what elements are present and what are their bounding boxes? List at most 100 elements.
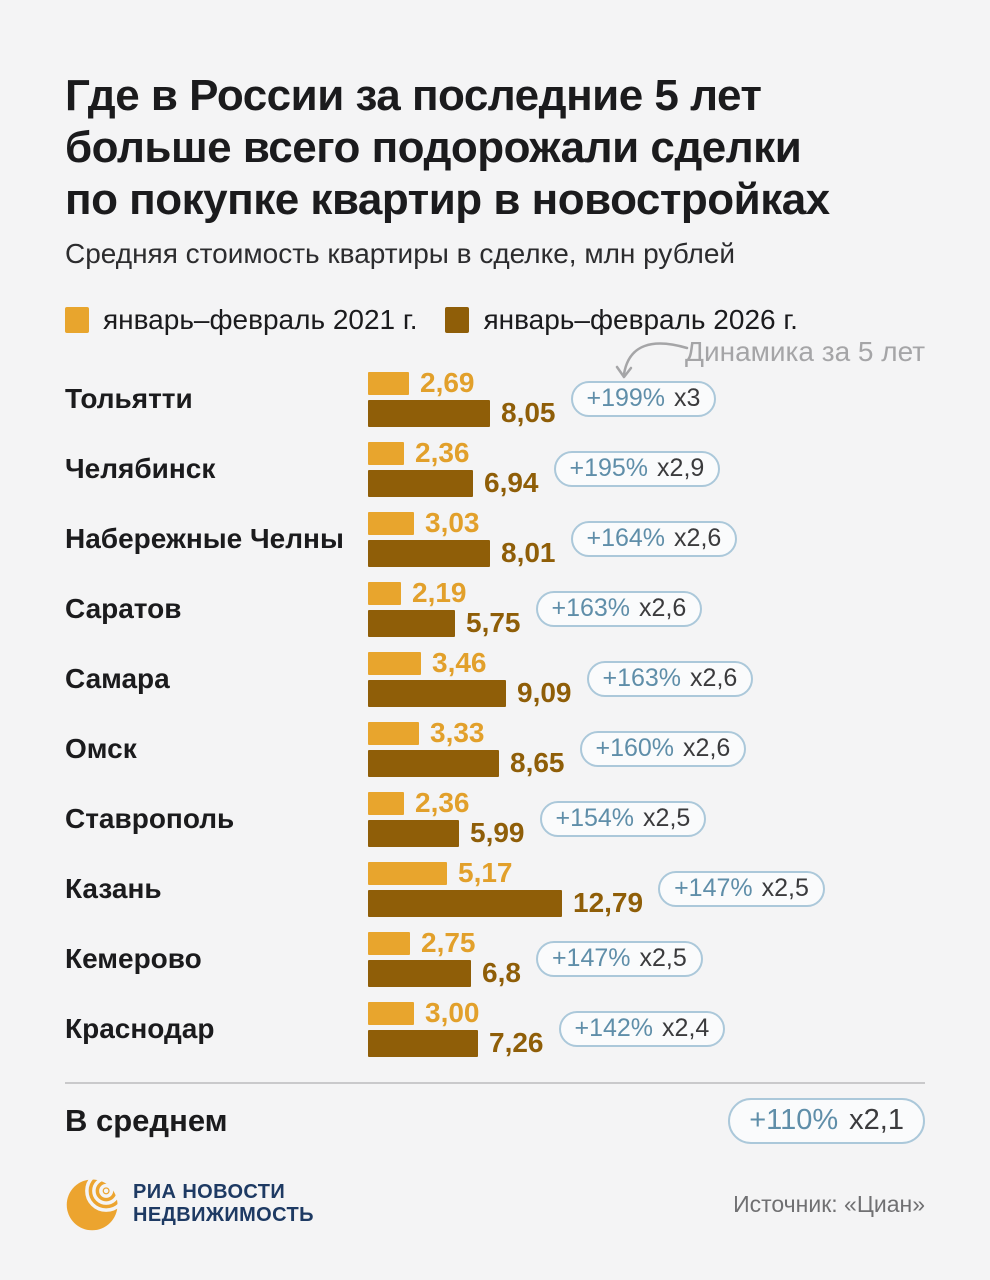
dynamics-badge-multiplier: x2,6 <box>683 734 731 762</box>
row-bars: 2,19 5,75 +163% x2,6 <box>368 577 925 638</box>
bar-line-2026: 7,26 +142% x2,4 <box>368 1011 925 1058</box>
bar-2026-value: 8,05 <box>501 397 556 428</box>
bar-2026-value: 8,65 <box>510 747 565 778</box>
bar-2026 <box>368 539 490 567</box>
chart-row: Омск 3,33 8,65 +160% x2,6 <box>65 714 925 784</box>
dynamics-badge: +142% x2,4 <box>558 1011 726 1047</box>
bar-2026-value: 7,26 <box>489 1027 544 1058</box>
bar-line-2021: 3,46 <box>368 647 925 678</box>
ria-logo-line-2: НЕДВИЖИМОСТЬ <box>133 1204 314 1226</box>
row-bars: 3,03 8,01 +164% x2,6 <box>368 507 925 568</box>
dynamics-badge: +164% x2,6 <box>570 521 738 557</box>
dynamics-badge-multiplier: x2,6 <box>639 594 687 622</box>
bar-line-2026: 6,94 +195% x2,9 <box>368 451 925 498</box>
row-bars: 5,17 12,79 +147% x2,5 <box>368 857 925 918</box>
chart-row: Тольятти 2,69 8,05 +199% x3 <box>65 364 925 434</box>
bar-2021 <box>368 511 414 535</box>
bar-2026-value: 5,99 <box>470 817 525 848</box>
footer: РИА НОВОСТИ НЕДВИЖИМОСТЬ Источник: «Циан… <box>65 1176 925 1232</box>
bar-2026-value: 6,8 <box>482 957 521 988</box>
bar-line-2021: 2,75 <box>368 927 925 958</box>
chart-row: Кемерово 2,75 6,8 +147% x2,5 <box>65 924 925 994</box>
bar-2021-value: 2,69 <box>420 367 475 398</box>
bar-2026 <box>368 819 459 847</box>
dynamics-badge: +163% x2,6 <box>586 661 754 697</box>
page-title: Где в России за последние 5 лет больше в… <box>65 70 925 226</box>
ria-logo-line-1: РИА НОВОСТИ <box>133 1181 286 1203</box>
bar-2026 <box>368 679 506 707</box>
bar-line-2026: 9,09 +163% x2,6 <box>368 661 925 708</box>
bar-2026-value: 9,09 <box>517 677 572 708</box>
bar-line-2026: 5,99 +154% x2,5 <box>368 801 925 848</box>
average-badge-percent: +110% <box>749 1104 839 1136</box>
chart-row: Челябинск 2,36 6,94 +195% x2,9 <box>65 434 925 504</box>
bar-2026 <box>368 399 490 427</box>
legend-label-2026: январь–февраль 2026 г. <box>483 304 798 335</box>
bar-2021 <box>368 371 409 395</box>
bar-2026-value: 6,94 <box>484 467 539 498</box>
dynamics-badge-multiplier: x2,6 <box>674 524 722 552</box>
dynamics-annotation: Динамика за 5 лет <box>685 336 926 367</box>
bar-2026 <box>368 469 473 497</box>
bar-2021-value: 2,75 <box>421 927 476 958</box>
row-bars: 3,00 7,26 +142% x2,4 <box>368 997 925 1058</box>
divider-line <box>65 1082 925 1084</box>
bar-2021-value: 2,19 <box>412 577 467 608</box>
legend-label-2021: январь–февраль 2021 г. <box>103 304 418 335</box>
dynamics-badge-multiplier: x2,6 <box>690 664 738 692</box>
bar-line-2021: 3,00 <box>368 997 925 1028</box>
dynamics-badge-percent: +163% <box>602 664 682 692</box>
row-city-label: Челябинск <box>65 453 216 484</box>
bar-line-2026: 8,05 +199% x3 <box>368 381 925 428</box>
chart-row: Набережные Челны 3,03 8,01 +164% x2,6 <box>65 504 925 574</box>
row-bars: 3,33 8,65 +160% x2,6 <box>368 717 925 778</box>
bar-2021-value: 3,00 <box>425 997 480 1028</box>
bar-2026 <box>368 959 471 987</box>
bar-2026-value: 12,79 <box>573 887 644 918</box>
row-city-label: Кемерово <box>65 943 202 974</box>
row-bars: 2,36 6,94 +195% x2,9 <box>368 437 925 498</box>
legend-item-2021: январь–февраль 2021 г. <box>65 304 417 336</box>
dynamics-badge: +163% x2,6 <box>535 591 703 627</box>
dynamics-badge-multiplier: x2,5 <box>639 944 687 972</box>
row-city-label: Тольятти <box>65 383 193 414</box>
source-text: Источник: «Циан» <box>733 1190 925 1217</box>
bar-2021 <box>368 441 404 465</box>
row-city-label: Самара <box>65 663 170 694</box>
bar-line-2021: 2,69 <box>368 367 925 398</box>
dynamics-badge-multiplier: x3 <box>674 384 701 412</box>
dynamics-badge: +199% x3 <box>570 381 717 417</box>
bar-2021 <box>368 581 401 605</box>
ria-logo: РИА НОВОСТИ НЕДВИЖИМОСТЬ <box>65 1176 314 1232</box>
dynamics-badge: +147% x2,5 <box>658 871 825 907</box>
bar-line-2021: 3,33 <box>368 717 925 748</box>
curved-arrow-icon <box>615 342 689 379</box>
chart-rows: Тольятти 2,69 8,05 +199% x3 Челябинск 2,… <box>65 364 925 1064</box>
ria-globe-icon <box>66 1176 121 1231</box>
dynamics-badge: +154% x2,5 <box>539 801 707 837</box>
dynamics-badge-percent: +164% <box>586 524 666 552</box>
row-bars: 2,69 8,05 +199% x3 <box>368 367 925 428</box>
row-city-label: Краснодар <box>65 1013 215 1044</box>
bar-2026-value: 5,75 <box>466 607 521 638</box>
bar-2021 <box>368 791 404 815</box>
dynamics-badge-multiplier: x2,5 <box>643 804 691 832</box>
bar-line-2026: 12,79 +147% x2,5 <box>368 871 925 918</box>
bar-line-2021: 2,19 <box>368 577 925 608</box>
legend-swatch-2021-icon <box>65 307 89 333</box>
bar-2026-value: 8,01 <box>501 537 556 568</box>
chart-row: Казань 5,17 12,79 +147% x2,5 <box>65 854 925 924</box>
bar-line-2026: 5,75 +163% x2,6 <box>368 591 925 638</box>
bar-2021-value: 3,33 <box>430 717 485 748</box>
chart-row: Ставрополь 2,36 5,99 +154% x2,5 <box>65 784 925 854</box>
average-badge-multiplier: x2,1 <box>849 1104 904 1136</box>
average-dynamics-badge: +110% x2,1 <box>728 1098 925 1144</box>
row-city-label: Саратов <box>65 593 182 624</box>
average-label: В среднем <box>65 1103 228 1138</box>
bar-line-2026: 8,65 +160% x2,6 <box>368 731 925 778</box>
row-city-label: Набережные Челны <box>65 523 344 554</box>
bar-2026 <box>368 1029 478 1057</box>
dynamics-badge-percent: +154% <box>555 804 635 832</box>
legend-swatch-2026-icon <box>445 307 470 333</box>
